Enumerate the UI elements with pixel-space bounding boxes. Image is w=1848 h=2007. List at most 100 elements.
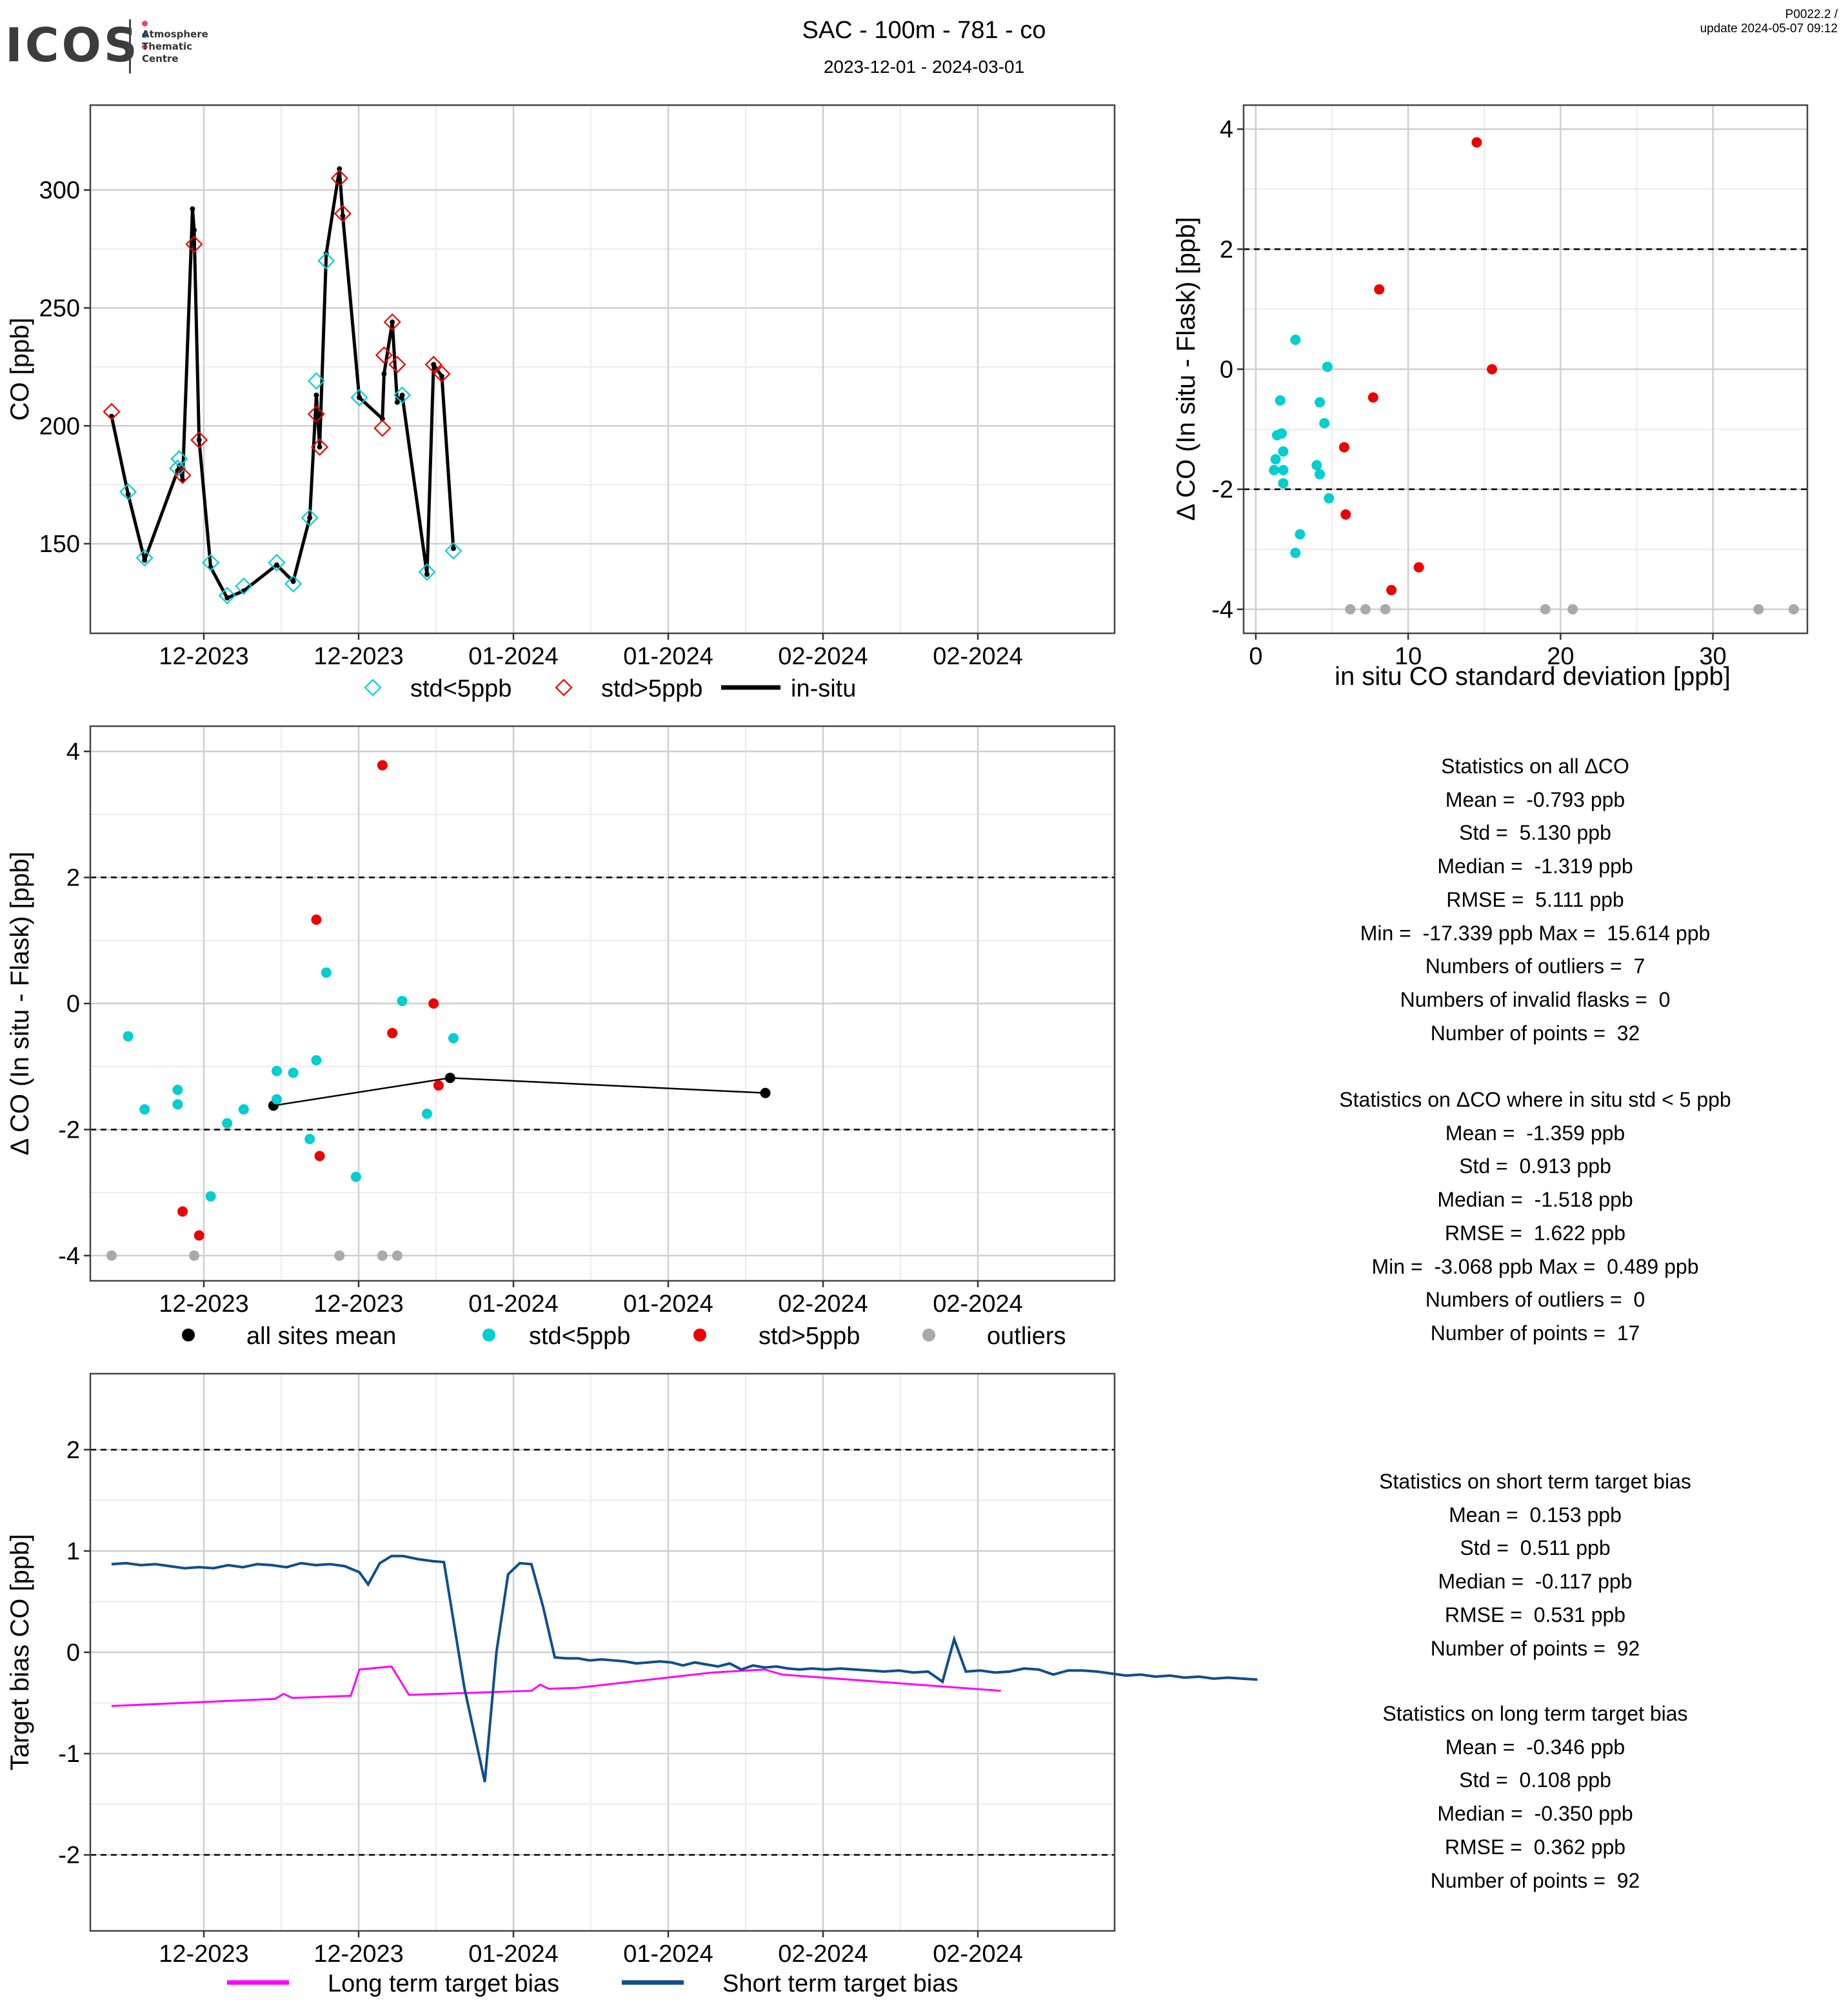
stats-line: Mean = -0.346 ppb — [1445, 1735, 1625, 1759]
x-axis-label: in situ CO standard deviation [ppb] — [1335, 662, 1731, 691]
std-lt5-point — [1275, 395, 1286, 406]
panel-timeseries — [84, 104, 1116, 640]
insitu-point — [290, 578, 296, 584]
flask-gt5-marker — [307, 405, 325, 423]
y-tick-label: -2 — [1211, 477, 1233, 504]
flask-gt5-marker — [375, 346, 393, 364]
flask-lt5-marker — [268, 553, 286, 571]
flask-lt5-marker — [301, 509, 319, 527]
std-lt5-point — [222, 1118, 233, 1129]
insitu-point — [274, 562, 279, 568]
outlier-point — [392, 1250, 402, 1261]
x-tick-label: 01-2024 — [468, 1941, 558, 1968]
page-period: 2023-12-01 - 2024-03-01 — [823, 57, 1025, 77]
plot-area — [90, 105, 1115, 633]
std-lt5-point — [288, 1067, 299, 1078]
std-lt5-point — [1324, 493, 1335, 504]
flask-gt5-marker — [333, 204, 352, 222]
flask-gt5-marker — [174, 466, 192, 484]
flask-lt5-marker — [235, 577, 253, 595]
x-tick-label: 01-2024 — [623, 1941, 713, 1968]
y-tick-label: 4 — [1220, 116, 1233, 143]
stats-line: Min = -17.339 ppb Max = 15.614 ppb — [1360, 921, 1711, 945]
x-tick-label: 02-2024 — [778, 643, 868, 670]
flask-lt5-marker — [119, 483, 137, 501]
stats-line: Mean = 0.153 ppb — [1449, 1503, 1622, 1527]
insitu-point — [125, 491, 131, 497]
stats-line: Number of points = 92 — [1430, 1636, 1640, 1660]
std-lt5-point — [172, 1099, 183, 1110]
legend-key-2 — [693, 1329, 706, 1341]
std-gt5-point — [1367, 392, 1378, 403]
std-lt5-point — [272, 1094, 282, 1105]
std-lt5-point — [1311, 460, 1322, 471]
outlier-point — [334, 1250, 345, 1261]
stats-line: Median = -0.350 ppb — [1437, 1802, 1633, 1826]
flask-lt5-marker — [284, 575, 303, 593]
stats-line: Number of points = 32 — [1430, 1021, 1640, 1045]
insitu-point — [192, 227, 197, 233]
x-tick-label: 12-2023 — [313, 1290, 403, 1318]
stats-line: Min = -3.068 ppb Max = 0.489 ppb — [1371, 1254, 1699, 1278]
y-tick-label: 0 — [66, 1639, 80, 1666]
std-gt5-point — [428, 998, 439, 1009]
insitu-point — [337, 166, 343, 172]
flask-lt5-marker — [170, 450, 188, 468]
insitu-point — [317, 444, 323, 450]
std-lt5-point — [1295, 529, 1306, 540]
stats-line: Numbers of invalid flasks = 0 — [1400, 987, 1671, 1011]
std-lt5-point — [311, 1054, 322, 1065]
std-gt5-point — [177, 1206, 188, 1217]
stats-line: RMSE = 5.111 ppb — [1446, 887, 1624, 911]
x-tick-label: 30 — [1699, 643, 1726, 670]
std-gt5-point — [1471, 137, 1482, 148]
logo-divider — [129, 19, 131, 74]
stats-line: Median = -1.319 ppb — [1437, 855, 1633, 878]
std-lt5-point — [1278, 478, 1289, 489]
flask-gt5-marker — [373, 419, 392, 437]
std-lt5-point — [1290, 334, 1301, 345]
y-tick-label: -1 — [58, 1741, 80, 1768]
std-gt5-point — [1340, 509, 1351, 520]
y-axis-label: Δ CO (In situ - Flask) [ppb] — [1172, 217, 1200, 520]
std-lt5-point — [1269, 464, 1280, 475]
stats-line: Std = 0.511 ppb — [1460, 1536, 1611, 1560]
insitu-point — [394, 399, 400, 405]
panel-delta — [84, 725, 1116, 1287]
insitu-point — [439, 373, 444, 379]
std-lt5-point — [1271, 430, 1282, 440]
y-tick-label: 150 — [39, 531, 80, 558]
legend-key-3 — [922, 1329, 935, 1341]
outlier-point — [1540, 604, 1551, 615]
std-lt5-point — [448, 1033, 459, 1043]
std-lt5-point — [1278, 464, 1289, 475]
insitu-point — [450, 546, 456, 551]
x-tick-label: 20 — [1547, 643, 1574, 670]
std-gt5-point — [194, 1230, 204, 1241]
insitu-point — [390, 319, 395, 325]
insitu-point — [142, 557, 148, 563]
x-tick-label: 02-2024 — [933, 1941, 1022, 1968]
flask-lt5-marker — [350, 388, 368, 406]
outlier-point — [1345, 604, 1356, 615]
x-tick-label: 01-2024 — [623, 643, 713, 670]
long-term-bias-line — [111, 1665, 1001, 1707]
std-lt5-point — [321, 967, 332, 978]
panel-bias — [84, 1372, 1258, 1937]
y-axis-label: Target bias CO [ppb] — [6, 1534, 34, 1771]
x-tick-label: 12-2023 — [159, 643, 248, 670]
stats-line: Std = 5.130 ppb — [1459, 821, 1611, 845]
stats-line: Number of points = 92 — [1430, 1868, 1640, 1892]
insitu-point — [313, 392, 319, 398]
std-gt5-point — [1487, 364, 1498, 375]
legend-key-1 — [482, 1329, 495, 1341]
std-lt5-point — [1319, 418, 1330, 429]
outlier-point — [189, 1250, 199, 1261]
std-gt5-point — [387, 1027, 398, 1038]
legend-label-0: all sites mean — [246, 1323, 396, 1350]
insitu-point — [381, 371, 387, 377]
x-tick-label: 02-2024 — [778, 1941, 868, 1968]
std-lt5-point — [397, 996, 408, 1007]
outlier-point — [1567, 604, 1578, 615]
